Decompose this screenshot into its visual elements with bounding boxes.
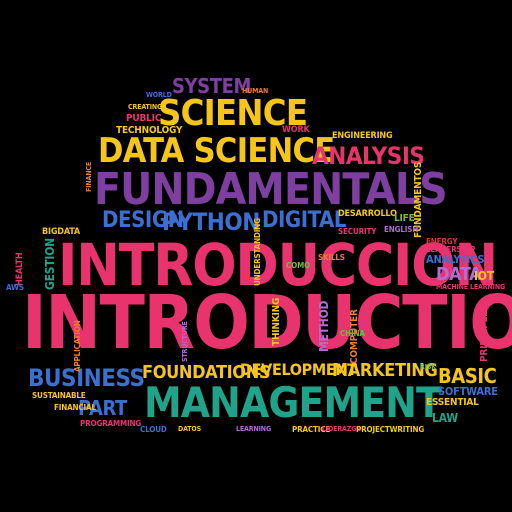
word-iot: IOT: [474, 269, 494, 283]
word-datos: DATOS: [178, 425, 202, 433]
word-programming: PROGRAMMING: [80, 419, 142, 428]
word-foundations: FOUNDATIONS: [142, 362, 271, 383]
word-engineering: ENGINEERING: [332, 131, 393, 141]
word-work: WORK: [282, 125, 310, 135]
word-sustainable: SUSTAINABLE: [32, 391, 86, 400]
word-structure: STRUCTURE: [181, 321, 189, 362]
word-introduccion: INTRODUCCION: [58, 231, 498, 299]
word-learning: LEARNING: [236, 425, 271, 433]
word-desarrollo: DESARROLLO: [338, 209, 397, 219]
word-basic: BASIC: [438, 364, 497, 388]
word-application: APPLICATION: [73, 320, 82, 372]
word-technology: TECHNOLOGY: [116, 125, 183, 136]
word-security: SECURITY: [338, 227, 377, 236]
word-design: DESIGN: [102, 208, 184, 233]
word-method: METHOD: [317, 300, 331, 352]
word-cloud: CLOUD: [140, 425, 167, 434]
word-analysis: ANALYSIS: [312, 142, 425, 170]
word-china: CHINA: [340, 329, 365, 338]
word-financial: FINANCIAL: [54, 403, 96, 412]
word-human: HUMAN: [242, 87, 269, 95]
word-system: SYSTEM: [172, 74, 252, 98]
word-aws: AWS: [6, 283, 24, 292]
word-english: ENGLISH: [384, 225, 419, 234]
word-part: PART: [78, 396, 127, 420]
word-leadership: LEADERSHIP: [426, 245, 476, 254]
word-digital: DIGITAL: [262, 208, 347, 233]
word-world: WORLD: [146, 91, 172, 99]
word-liderazgo: LIDERAZGO: [322, 425, 362, 433]
word-computer: COMPUTER: [349, 309, 360, 364]
word-management: MANAGEMENT: [144, 378, 442, 427]
word-essential: ESSENTIAL: [426, 397, 479, 408]
word-projectwriting: PROJECTWRITING: [356, 425, 425, 434]
word-principle: PRINCIPLE: [479, 310, 490, 362]
word-data-right: DATA: [436, 264, 482, 285]
word-public: PUBLIC: [126, 113, 162, 124]
word-machine-learning: MACHINE LEARNING: [436, 283, 505, 291]
word-software: SOFTWARE: [438, 385, 498, 398]
word-practice: PRACTICE: [292, 425, 331, 434]
word-law: LAW: [432, 411, 458, 425]
word-bigdata: BIGDATA: [42, 227, 80, 237]
word-marketing: MARKETING: [332, 360, 438, 381]
word-skills: SKILLS: [318, 253, 345, 262]
word-life: LIFE: [394, 213, 415, 224]
word-fundamentals: FUNDAMENTALS: [94, 164, 448, 215]
word-introduction: INTRODUCTION: [22, 280, 512, 366]
word-understanding: UNDERSTANDING: [253, 218, 262, 286]
word-energy: ENERGY: [426, 237, 458, 246]
word-data-science: DATA SCIENCE: [98, 131, 335, 171]
word-thinking: THINKING: [271, 297, 282, 346]
word-business: BUSINESS: [28, 364, 145, 392]
word-science-top: SCIENCE: [158, 93, 308, 134]
word-development: DEVELOPMENT: [240, 360, 357, 379]
word-analytics: ANALYTICS: [426, 253, 485, 266]
word-creating: CREATING: [128, 103, 163, 111]
word-risk: RISK: [420, 363, 437, 371]
word-python: PYTHON: [162, 208, 260, 236]
word-como: COMO: [286, 261, 311, 270]
word-finance: FINANCE: [85, 161, 93, 192]
